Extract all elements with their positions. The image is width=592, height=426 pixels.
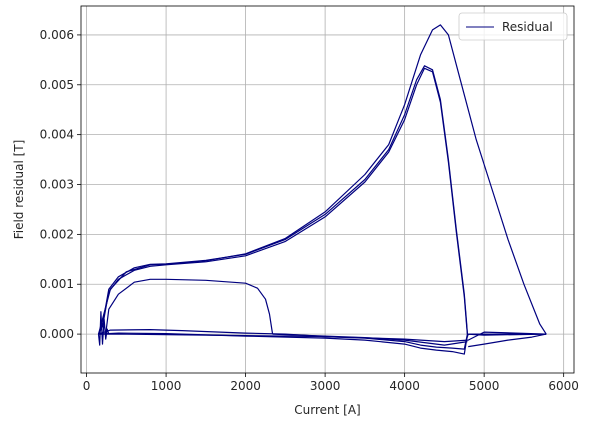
residual-curve-7 bbox=[468, 333, 547, 348]
y-axis-label: Field residual [T] bbox=[12, 140, 26, 240]
axes-frame bbox=[80, 5, 575, 374]
x-axis-ticks: 0 1000 2000 3000 4000 5000 6000 bbox=[83, 373, 579, 393]
y-tick-label-5: 0.005 bbox=[40, 78, 74, 92]
legend-label-residual: Residual bbox=[502, 20, 553, 34]
x-tick-label-3: 3000 bbox=[310, 379, 341, 393]
y-axis-ticks: 0.000 0.001 0.002 0.003 0.004 0.005 0.006 bbox=[40, 28, 81, 341]
x-tick-label-1: 1000 bbox=[151, 379, 182, 393]
y-tick-label-4: 0.004 bbox=[40, 128, 74, 142]
x-tick-label-6: 6000 bbox=[548, 379, 579, 393]
legend-box bbox=[458, 12, 568, 41]
y-tick-label-2: 0.002 bbox=[40, 227, 74, 241]
y-tick-label-3: 0.003 bbox=[40, 178, 74, 192]
y-tick-label-6: 0.006 bbox=[40, 28, 74, 42]
residual-curve-1 bbox=[97, 67, 468, 335]
residual-curve-8 bbox=[272, 333, 468, 346]
y-tick-label-0: 0.000 bbox=[40, 327, 74, 341]
residual-curves bbox=[97, 24, 547, 355]
x-tick-label-5: 5000 bbox=[469, 379, 500, 393]
x-tick-label-0: 0 bbox=[83, 379, 91, 393]
x-axis-label: Current [A] bbox=[294, 403, 360, 417]
residual-curve-2 bbox=[97, 24, 547, 335]
x-tick-label-2: 2000 bbox=[230, 379, 261, 393]
y-tick-label-1: 0.001 bbox=[40, 277, 74, 291]
residual-curve-3 bbox=[105, 278, 274, 335]
x-tick-label-4: 4000 bbox=[389, 379, 420, 393]
legend: Residual bbox=[458, 12, 568, 41]
residual-curve-9 bbox=[97, 311, 110, 346]
